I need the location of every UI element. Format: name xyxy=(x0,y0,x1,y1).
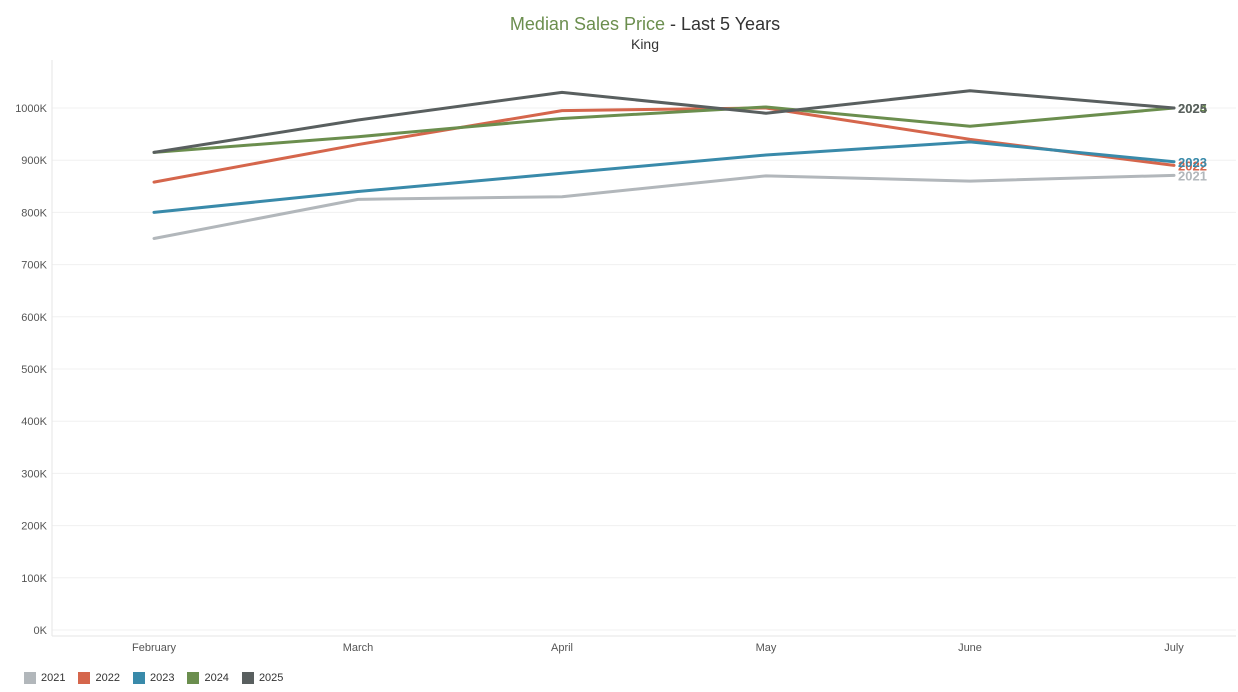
y-tick-label: 100K xyxy=(21,573,47,585)
y-tick-label: 600K xyxy=(21,312,47,324)
legend-swatch xyxy=(24,672,36,684)
x-tick-label: March xyxy=(343,642,374,654)
chart-title-rest: - Last 5 Years xyxy=(665,14,781,34)
series-end-label: 2025 xyxy=(1178,101,1207,116)
series-end-label: 2023 xyxy=(1178,155,1207,170)
x-tick-label: April xyxy=(551,642,573,654)
chart-legend: 2021 2022 2023 2024 2025 xyxy=(24,672,296,684)
x-tick-label: February xyxy=(132,642,177,654)
chart-title-main: Median Sales Price xyxy=(509,14,665,34)
series-line-2021 xyxy=(152,173,1176,240)
chart-title-block: Median Sales Price - Last 5 Years King xyxy=(0,12,1238,52)
chart-subtitle: King xyxy=(630,36,660,52)
legend-label: 2022 xyxy=(95,672,120,684)
legend-item-2022[interactable]: 2022 xyxy=(78,672,120,684)
legend-item-2024[interactable]: 2024 xyxy=(187,672,229,684)
y-tick-label: 500K xyxy=(21,364,47,376)
series-end-label: 2024 xyxy=(1178,101,1208,116)
legend-label: 2023 xyxy=(149,672,175,684)
x-tick-label: May xyxy=(756,642,777,654)
legend-label: 2021 xyxy=(41,672,66,684)
y-tick-label: 0K xyxy=(34,625,48,637)
y-tick-label: 900K xyxy=(21,155,47,167)
y-tick-label: 400K xyxy=(21,416,47,428)
series-end-label: 2021 xyxy=(1178,168,1207,183)
series-line-2025 xyxy=(152,89,1176,154)
y-tick-label: 300K xyxy=(21,468,47,480)
legend-item-2023[interactable]: 2023 xyxy=(132,672,175,684)
series-line-2023 xyxy=(152,140,1176,214)
legend-swatch xyxy=(187,672,200,684)
y-tick-label: 800K xyxy=(21,207,47,219)
y-tick-label: 700K xyxy=(21,260,47,272)
legend-item-2021[interactable]: 2021 xyxy=(24,672,65,684)
grid xyxy=(52,107,1236,631)
chart-title: Median Sales Price - Last 5 Years xyxy=(0,12,1238,36)
y-tick-label: 1000K xyxy=(15,103,47,115)
legend-item-2025[interactable]: 2025 xyxy=(241,672,284,684)
series-line-2024 xyxy=(152,105,1176,154)
series-end-label: 2022 xyxy=(1178,158,1207,173)
legend-swatch xyxy=(78,672,91,684)
series-line-2022 xyxy=(152,106,1176,184)
x-tick-label: July xyxy=(1164,642,1184,654)
legend-label: 2025 xyxy=(258,672,284,684)
legend-swatch xyxy=(241,672,254,684)
legend-swatch xyxy=(132,672,145,684)
y-tick-label: 200K xyxy=(21,521,47,533)
x-tick-label: June xyxy=(958,642,982,654)
legend-label: 2024 xyxy=(204,672,229,684)
